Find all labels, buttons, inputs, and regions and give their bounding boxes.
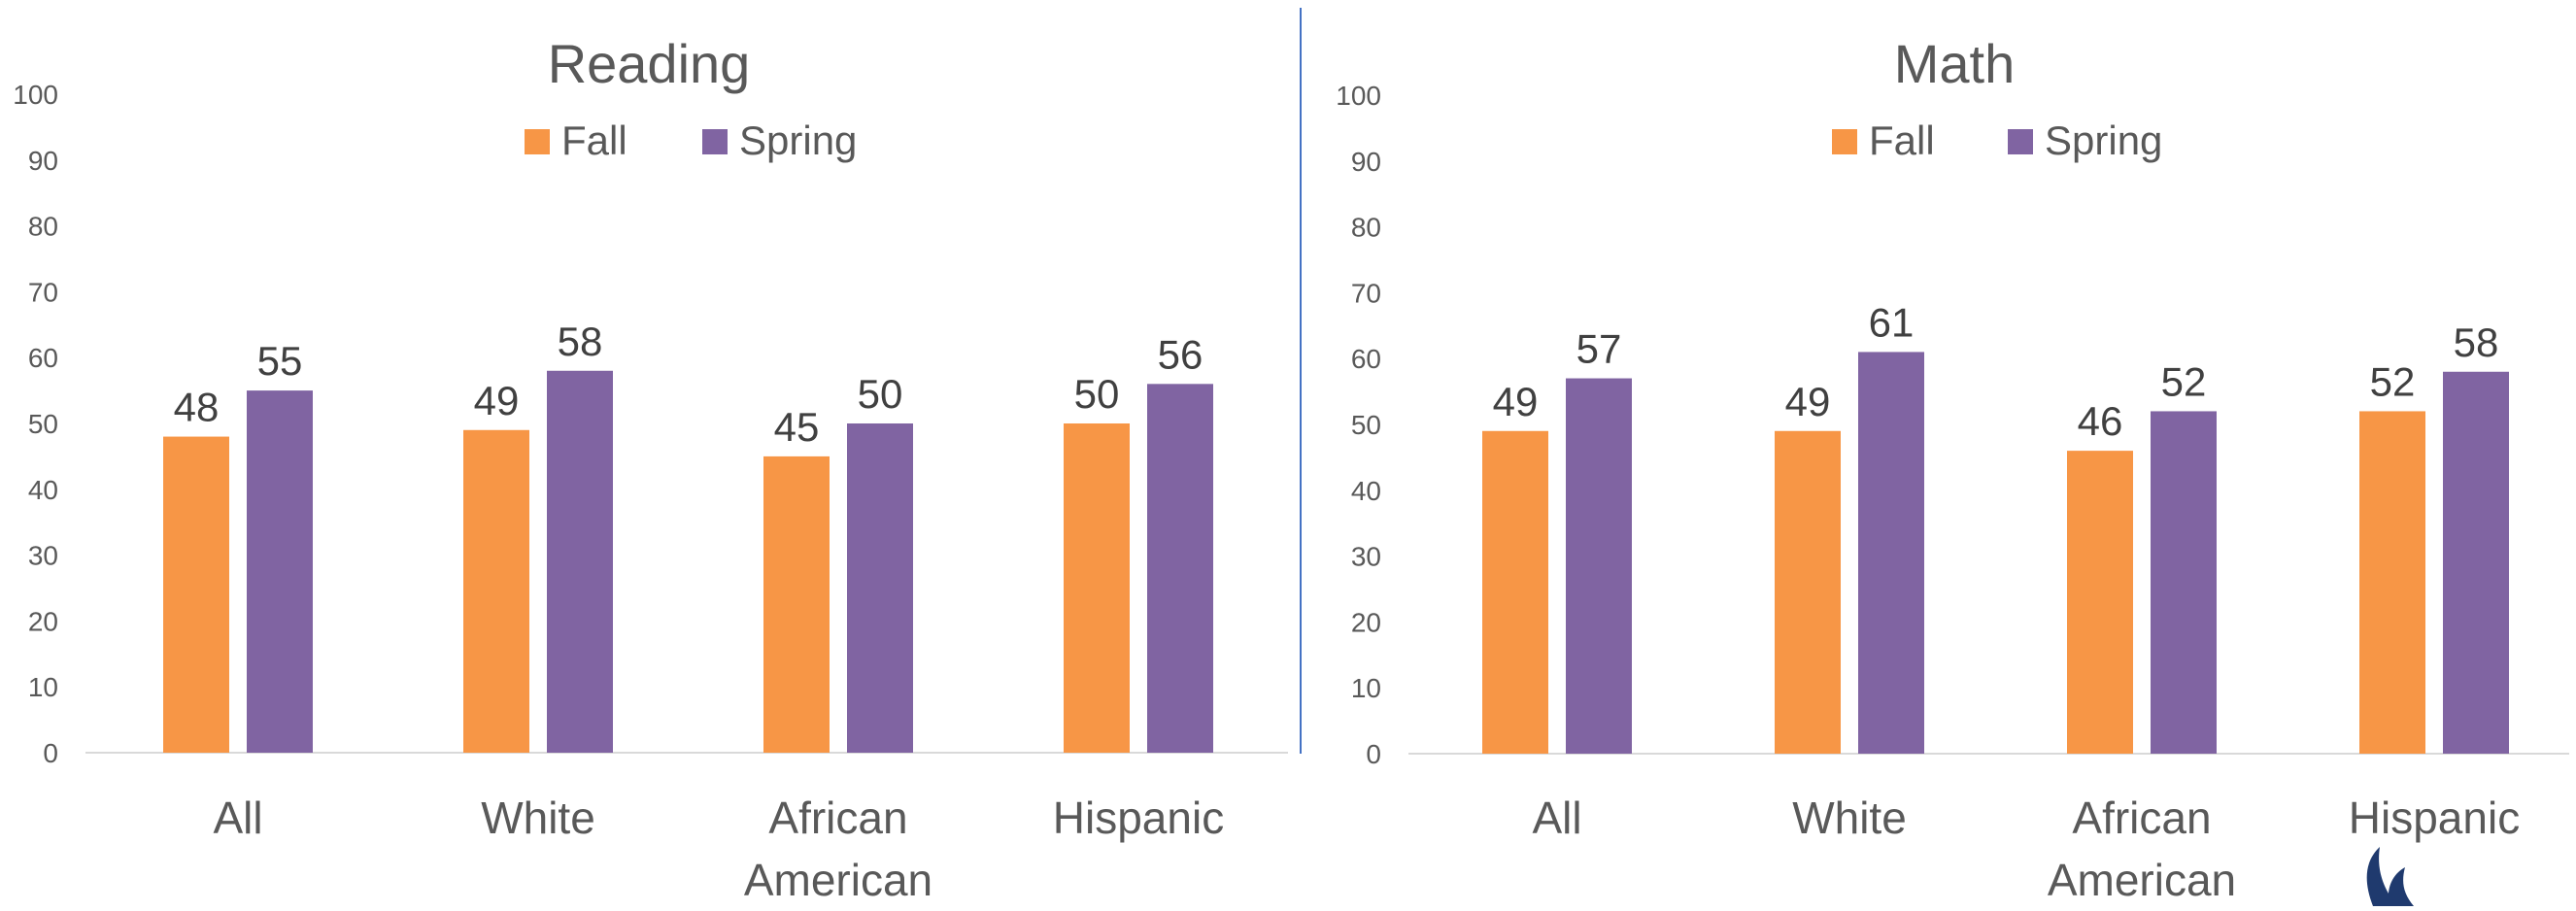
reading-data-label-spring: 56 (1158, 331, 1203, 377)
math-data-label-spring: 58 (2454, 320, 2499, 365)
math-y-tick-label: 100 (1336, 81, 1381, 111)
reading-y-tick-label: 60 (28, 343, 58, 373)
reading-bar-fall (1064, 423, 1130, 753)
math-data-label-fall: 49 (1785, 379, 1831, 424)
reading-bar-spring (847, 423, 913, 753)
math-y-tick-label: 40 (1351, 476, 1381, 506)
reading-data-label-spring: 55 (257, 338, 303, 384)
reading-x-category-label: All (213, 793, 262, 843)
math-y-tick-label: 80 (1351, 213, 1381, 243)
math-chart-title: Math (1894, 33, 2016, 94)
reading-data-label-fall: 45 (774, 404, 820, 450)
math-legend-spring-swatch (2008, 129, 2033, 154)
logo-icon (2366, 847, 2414, 906)
reading-y-tick-label: 50 (28, 409, 58, 439)
reading-data-label-spring: 58 (558, 319, 603, 364)
math-x-category-label: Hispanic (2349, 793, 2520, 843)
math-y-tick-label: 30 (1351, 542, 1381, 572)
math-legend-fall-label: Fall (1869, 118, 1935, 163)
reading-y-tick-label: 100 (13, 80, 58, 110)
reading-y-tick-label: 40 (28, 475, 58, 505)
math-y-tick-label: 0 (1366, 739, 1381, 769)
math-bar-spring (2443, 371, 2509, 754)
reading-data-label-fall: 50 (1074, 371, 1120, 417)
math-y-tick-label: 60 (1351, 344, 1381, 374)
reading-bar-fall (763, 456, 830, 753)
math-y-tick-label: 70 (1351, 278, 1381, 308)
math-y-tick-label: 10 (1351, 673, 1381, 703)
reading-y-tick-label: 30 (28, 541, 58, 571)
reading-legend-spring-label: Spring (739, 118, 857, 163)
math-bar-fall (1482, 430, 1548, 754)
reading-bar-spring (247, 390, 313, 753)
math-data-label-fall: 49 (1493, 379, 1539, 424)
math-data-label-spring: 57 (1576, 326, 1622, 372)
math-bar-spring (1858, 352, 1924, 754)
reading-y-tick-label: 20 (28, 606, 58, 636)
math-bar-spring (1566, 378, 1632, 754)
reading-data-label-fall: 49 (474, 378, 520, 423)
reading-bar-spring (547, 370, 613, 753)
reading-x-category-label: White (481, 793, 595, 843)
math-legend-spring-label: Spring (2045, 118, 2162, 163)
reading-legend-spring-swatch (702, 129, 728, 154)
math-bar-fall (1775, 430, 1841, 754)
math-data-label-fall: 52 (2370, 358, 2416, 404)
reading-y-tick-label: 70 (28, 277, 58, 307)
math-x-category-label: White (1792, 793, 1907, 843)
math-data-label-fall: 46 (2078, 398, 2123, 444)
reading-x-category-label: African American (744, 793, 932, 905)
reading-bar-fall (463, 429, 529, 753)
math-bar-fall (2067, 451, 2133, 754)
math-data-label-spring: 61 (1869, 299, 1915, 345)
math-y-tick-label: 50 (1351, 410, 1381, 440)
reading-legend-fall-swatch (525, 129, 550, 154)
reading-x-category-label: Hispanic (1053, 793, 1224, 843)
reading-chart-title: Reading (548, 33, 751, 94)
reading-bar-spring (1147, 384, 1213, 753)
reading-y-tick-label: 0 (43, 738, 58, 768)
math-bar-fall (2359, 411, 2425, 754)
math-bar-spring (2151, 411, 2217, 754)
math-y-tick-label: 20 (1351, 607, 1381, 637)
math-x-category-label: African American (2048, 793, 2236, 905)
reading-bar-fall (163, 436, 229, 753)
reading-legend-fall-label: Fall (561, 118, 627, 163)
math-x-category-label: All (1532, 793, 1581, 843)
reading-data-label-fall: 48 (174, 385, 220, 430)
reading-data-label-spring: 50 (858, 371, 903, 417)
math-y-tick-label: 90 (1351, 147, 1381, 177)
reading-y-tick-label: 90 (28, 146, 58, 176)
math-legend-fall-swatch (1832, 129, 1857, 154)
math-data-label-spring: 52 (2161, 358, 2207, 404)
reading-y-tick-label: 80 (28, 212, 58, 242)
reading-y-tick-label: 10 (28, 672, 58, 702)
